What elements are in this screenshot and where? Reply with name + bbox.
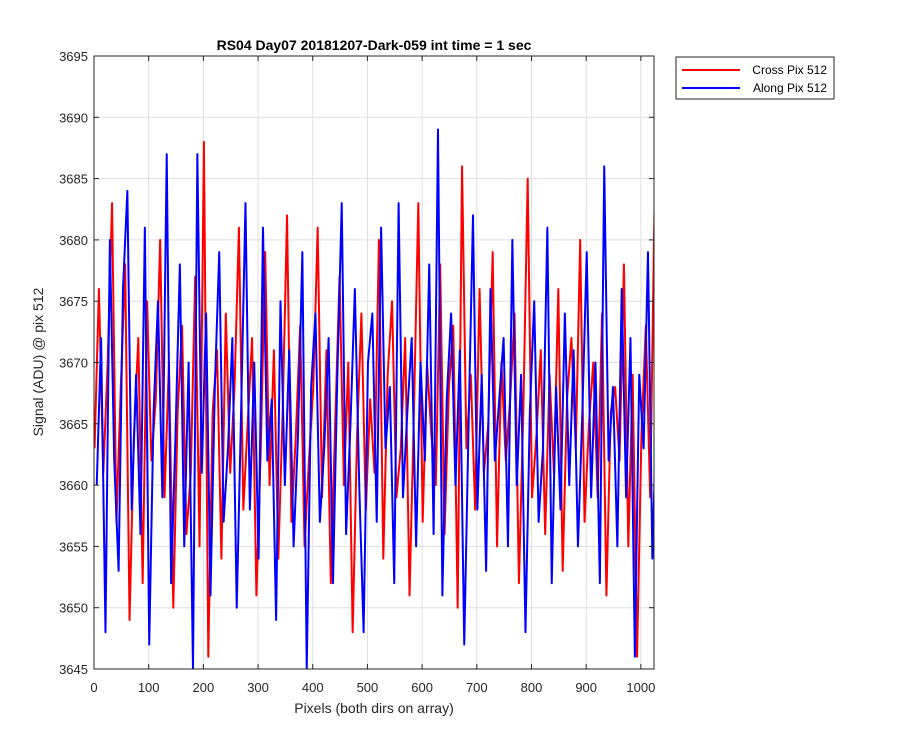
- x-tick-label: 300: [247, 680, 269, 695]
- legend: Cross Pix 512 Along Pix 512: [675, 56, 835, 100]
- chart-title: RS04 Day07 20181207-Dark-059 int time = …: [217, 37, 532, 53]
- y-tick-label: 3670: [59, 356, 88, 371]
- along-pix-series-line: [95, 128, 654, 669]
- x-tick-label: 600: [411, 680, 433, 695]
- x-tick-label: 1000: [626, 680, 655, 695]
- legend-label-along: Along Pix 512: [753, 81, 827, 95]
- y-tick-label: 3690: [59, 110, 88, 125]
- x-tick-label: 200: [193, 680, 215, 695]
- legend-label-cross: Cross Pix 512: [752, 63, 827, 77]
- x-tick-label: 900: [575, 680, 597, 695]
- x-tick-label: 400: [302, 680, 324, 695]
- legend-box: [675, 56, 835, 100]
- y-tick-label: 3650: [59, 601, 88, 616]
- y-tick-label: 3655: [59, 539, 88, 554]
- y-tick-label: 3695: [59, 49, 88, 64]
- y-tick-label: 3660: [59, 478, 88, 493]
- y-tick-label: 3665: [59, 417, 88, 432]
- y-axis-title: Signal (ADU) @ pix 512: [30, 287, 46, 436]
- y-tick-label: 3685: [59, 172, 88, 187]
- y-tick-labels: 3645 3650 3655 3660 3665 3670 3675 3680 3685 3690…: [59, 49, 88, 677]
- y-tick-label: 3675: [59, 294, 88, 309]
- y-tick-label: 3645: [59, 662, 88, 677]
- x-tick-label: 100: [138, 680, 160, 695]
- x-tick-label: 500: [357, 680, 379, 695]
- y-tick-label: 3680: [59, 233, 88, 248]
- series-layer: [94, 128, 654, 669]
- cross-pix-series-line: [94, 140, 654, 658]
- x-axis-title: Pixels (both dirs on array): [294, 700, 454, 716]
- x-tick-label: 0: [90, 680, 97, 695]
- x-tick-label: 700: [466, 680, 488, 695]
- x-tick-labels: 0 100 200 300 400 500 600 700 800 900 1000: [90, 680, 655, 695]
- ticks: [93, 55, 654, 670]
- x-tick-label: 800: [521, 680, 543, 695]
